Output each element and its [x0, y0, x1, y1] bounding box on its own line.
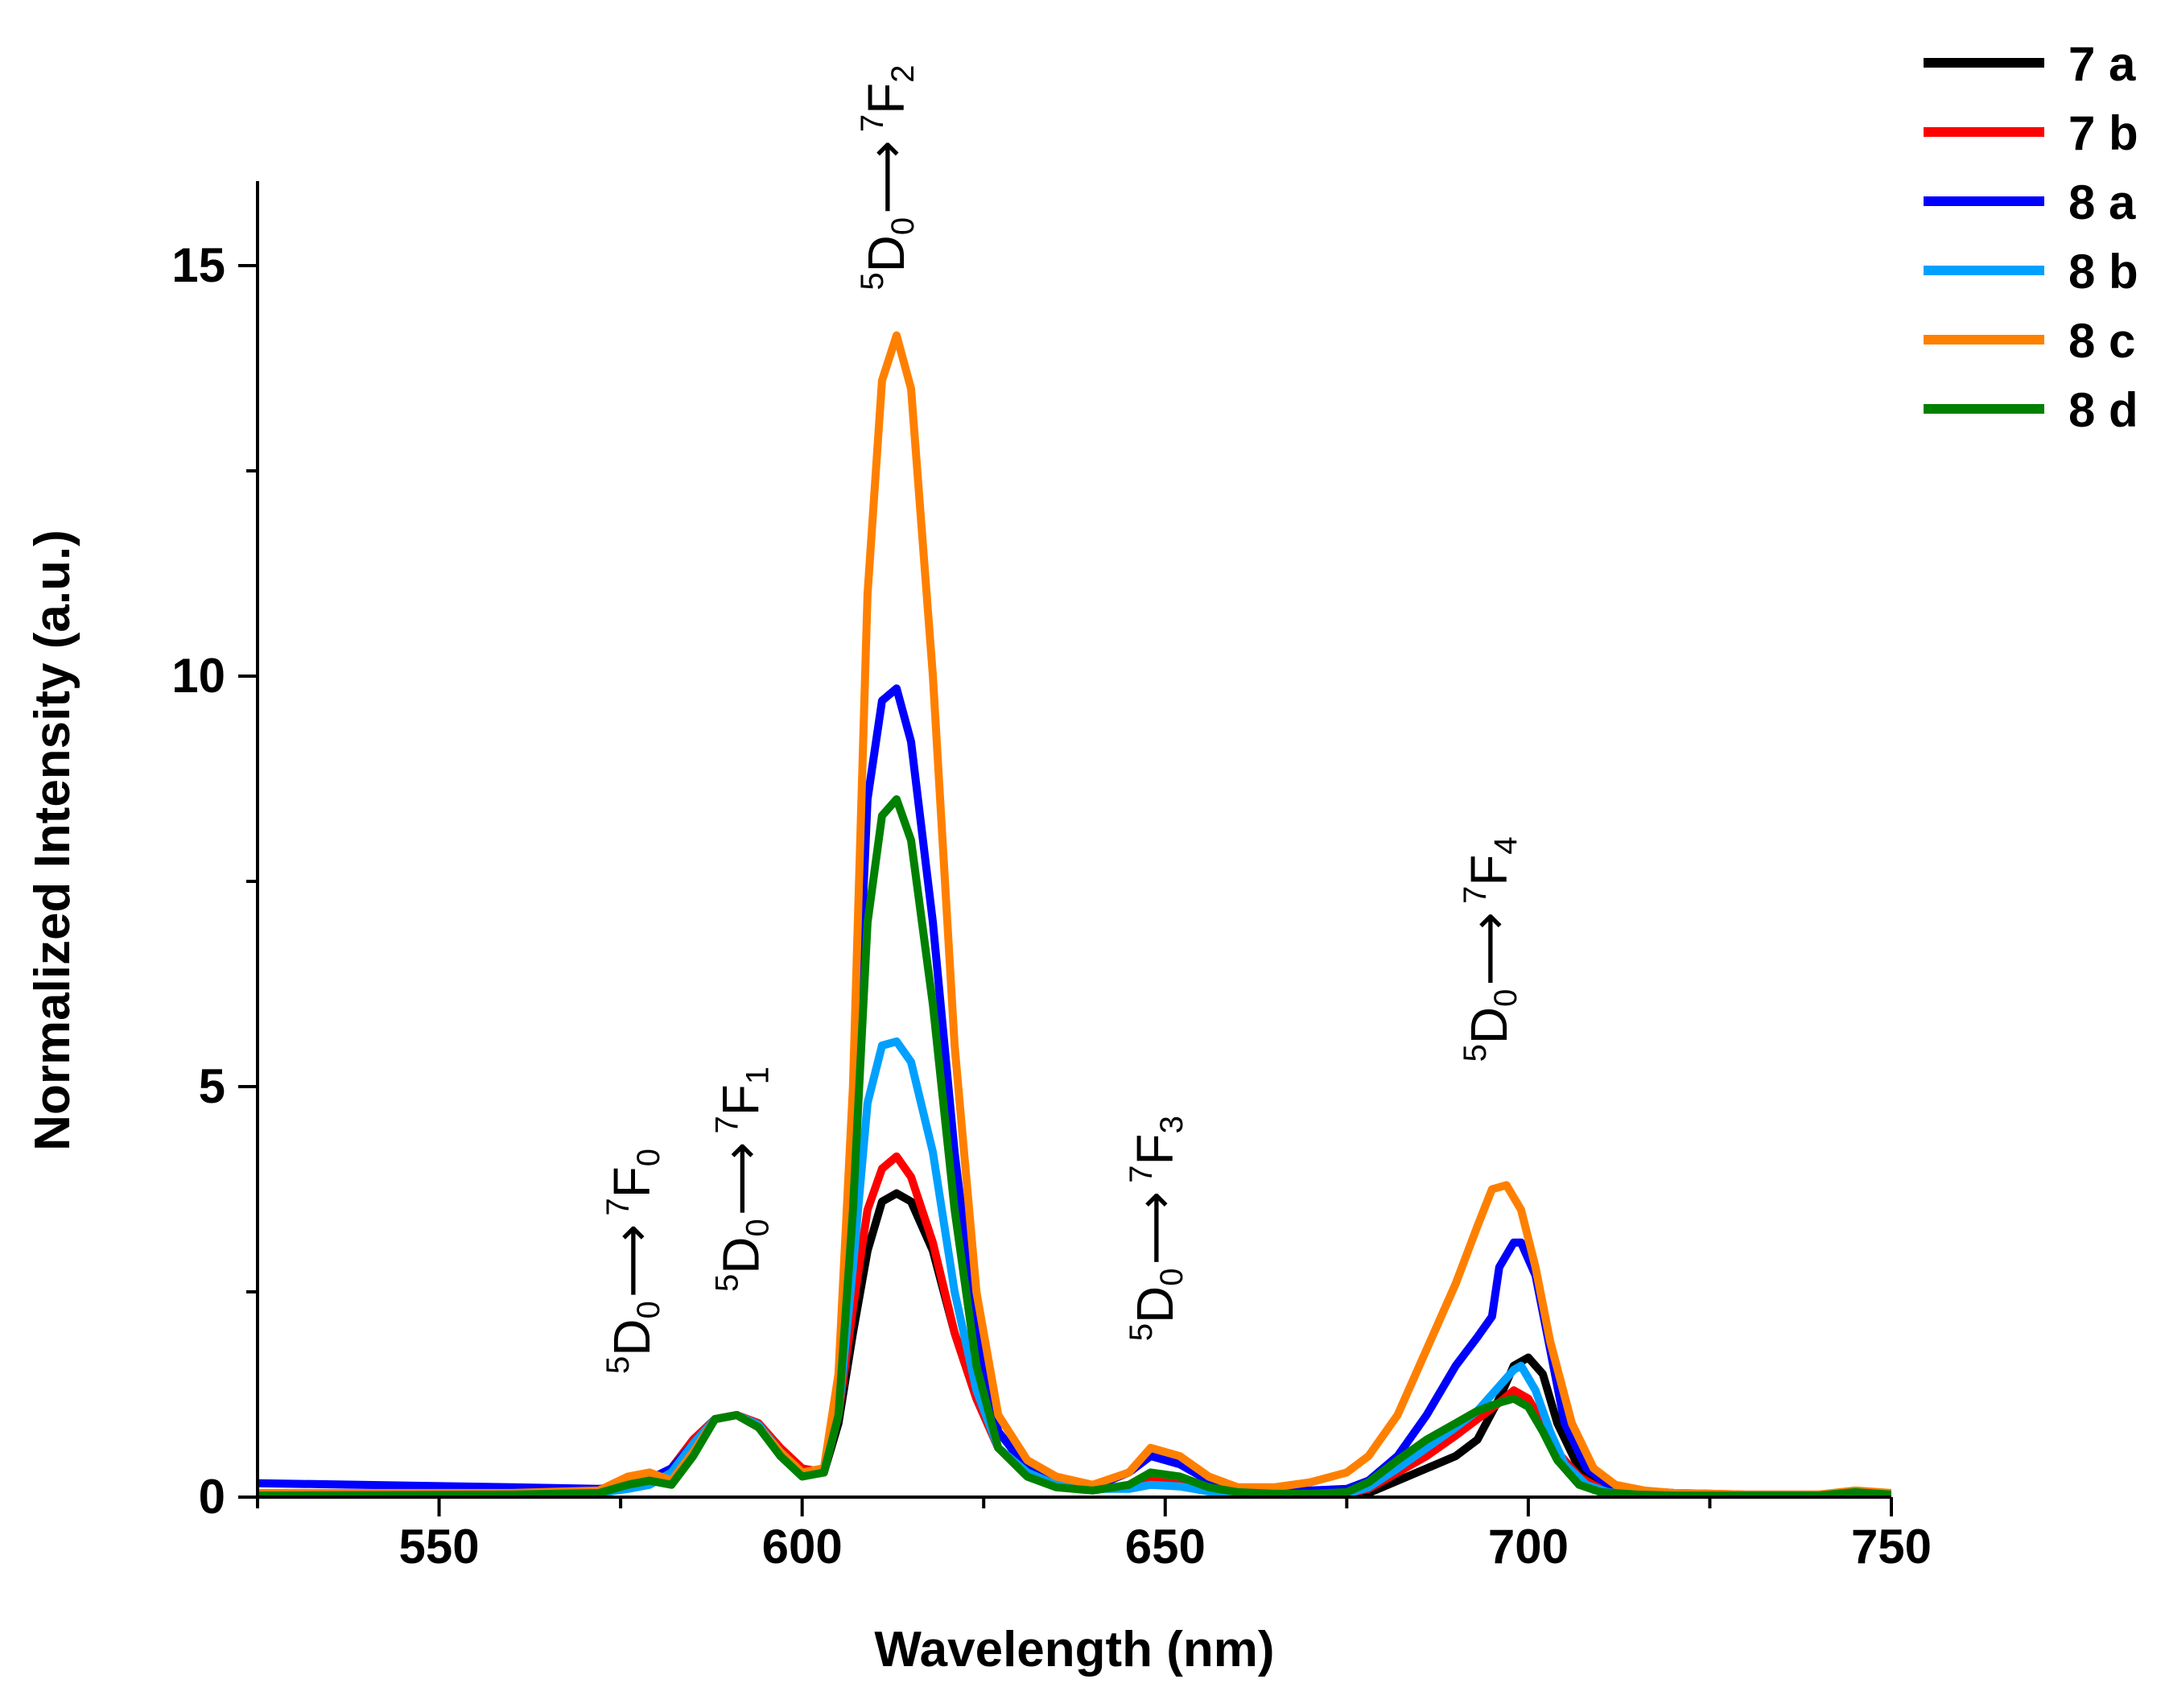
ticks	[238, 264, 1893, 1516]
series-layer	[258, 331, 1891, 1497]
x-tick-label: 600	[762, 1520, 843, 1574]
axes	[256, 181, 1891, 1499]
series-line-8a	[258, 684, 1891, 1497]
y-axis-title: Normalized Intensity (a.u.)	[25, 530, 80, 1151]
x-tick-label: 750	[1851, 1520, 1932, 1574]
x-tick-label: 650	[1125, 1520, 1206, 1574]
transition-annotations: 5D0⟶7F0 5D0⟶7F1 5D0⟶7F2 5D0⟶7F3 5D0⟶7F4	[600, 65, 1524, 1374]
x-axis-title: Wavelength (nm)	[874, 1622, 1274, 1677]
annotation-f3: 5D0⟶7F3	[1124, 1116, 1190, 1341]
annotation-f1: 5D0⟶7F1	[710, 1066, 776, 1292]
y-tick-label: 10	[171, 649, 225, 703]
legend: 7 a 7 b 8 a 8 b 8 c 8 d	[1924, 37, 2138, 437]
annotation-f2: 5D0⟶7F2	[855, 65, 921, 291]
series-line-8b	[258, 1037, 1891, 1497]
x-tick-label: 550	[399, 1520, 480, 1574]
legend-label: 8 a	[2068, 175, 2136, 229]
legend-label: 8 d	[2068, 383, 2138, 437]
y-tick-label: 5	[199, 1059, 225, 1113]
series-line-7a	[258, 1189, 1891, 1497]
legend-label: 8 c	[2068, 314, 2135, 368]
y-tick-label: 0	[199, 1470, 225, 1524]
legend-label: 7 a	[2068, 37, 2136, 91]
series-line-8c	[258, 331, 1891, 1497]
x-tick-label: 700	[1488, 1520, 1569, 1574]
tick-labels: 550 600 650 700 750 0 5 10 15	[171, 238, 1932, 1574]
annotation-f4: 5D0⟶7F4	[1458, 836, 1524, 1062]
legend-label: 7 b	[2068, 106, 2138, 160]
legend-label: 8 b	[2068, 245, 2138, 299]
annotation-f0: 5D0⟶7F0	[600, 1149, 666, 1374]
y-tick-label: 15	[171, 238, 225, 292]
series-line-8d	[258, 795, 1891, 1497]
series-line-7b	[258, 1152, 1891, 1497]
